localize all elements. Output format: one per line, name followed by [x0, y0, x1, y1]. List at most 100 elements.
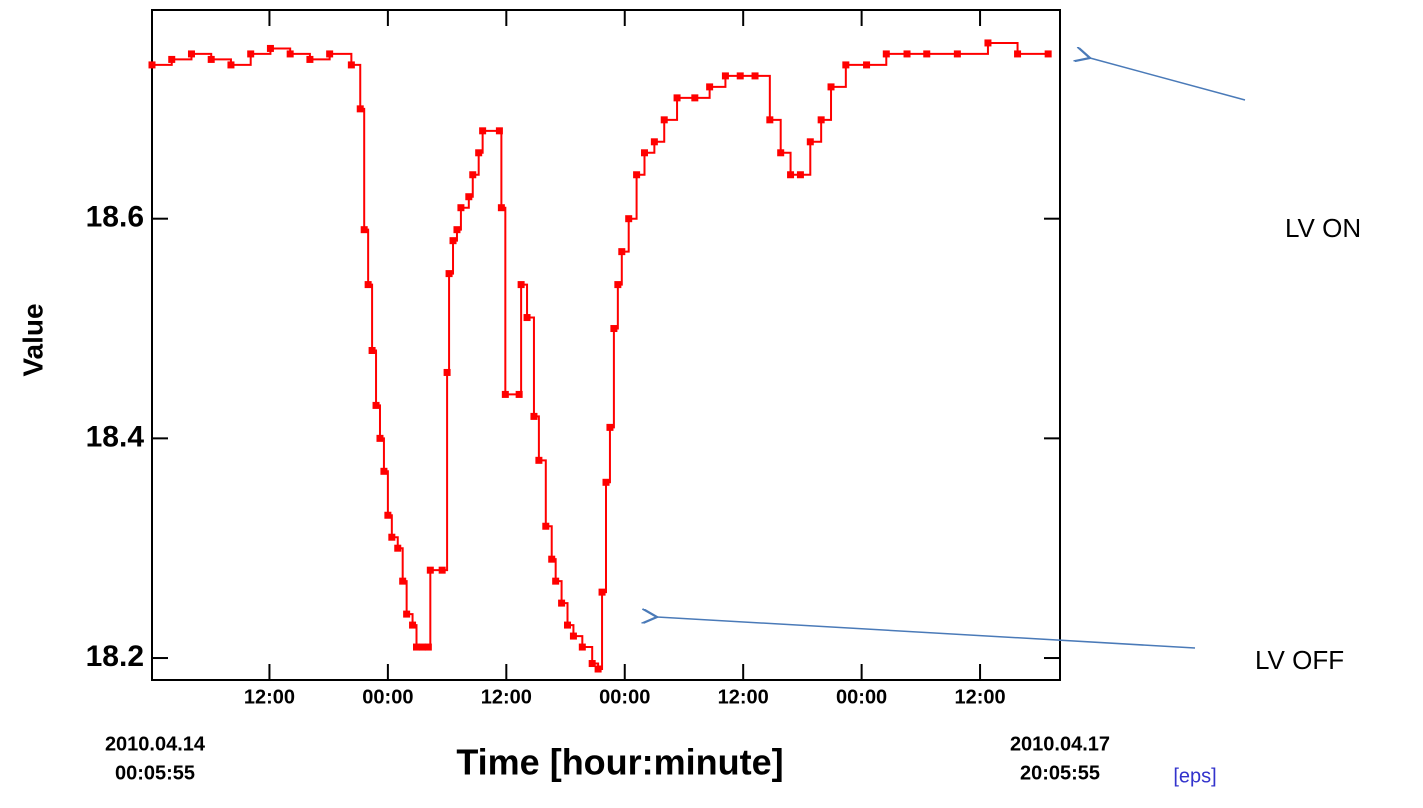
data-point	[751, 72, 759, 80]
data-point	[842, 61, 850, 69]
x-tick-label: 12:00	[244, 686, 295, 708]
data-point	[530, 412, 538, 420]
data-point	[457, 204, 465, 212]
data-point	[424, 643, 432, 651]
data-point	[360, 226, 368, 234]
data-point	[384, 511, 392, 519]
data-point	[569, 632, 577, 640]
data-point	[625, 215, 633, 223]
data-point	[863, 61, 871, 69]
data-point	[721, 72, 729, 80]
data-point	[445, 270, 453, 278]
data-point	[535, 456, 543, 464]
data-point	[380, 467, 388, 475]
data-point	[984, 39, 992, 47]
data-point	[515, 390, 523, 398]
data-point	[1044, 50, 1052, 58]
data-point	[787, 171, 795, 179]
annotation: LV ON	[1285, 213, 1361, 243]
data-point	[409, 621, 417, 629]
x-axis-label: Time [hour:minute]	[456, 742, 783, 783]
data-point	[806, 138, 814, 146]
data-point	[660, 116, 668, 124]
x-tick-label: 12:00	[954, 686, 1005, 708]
x-tick-label: 00:00	[362, 686, 413, 708]
data-point	[650, 138, 658, 146]
data-point	[501, 390, 509, 398]
data-point	[903, 50, 911, 58]
y-tick-label: 18.2	[86, 640, 144, 673]
data-point	[827, 83, 835, 91]
data-point	[1014, 50, 1022, 58]
data-point	[777, 149, 785, 157]
data-point	[640, 149, 648, 157]
data-point	[817, 116, 825, 124]
data-point	[923, 50, 931, 58]
data-point	[247, 50, 255, 58]
data-point	[449, 237, 457, 245]
x-tick-label: 00:00	[599, 686, 650, 708]
x-tick-label: 12:00	[481, 686, 532, 708]
data-point	[479, 127, 487, 135]
data-point	[413, 643, 421, 651]
data-point	[497, 204, 505, 212]
y-tick-label: 18.6	[86, 201, 144, 234]
data-point	[207, 55, 215, 63]
data-point	[606, 423, 614, 431]
data-point	[443, 368, 451, 376]
data-point	[614, 281, 622, 289]
y-tick-label: 18.4	[86, 420, 145, 453]
data-point	[552, 577, 560, 585]
start-time: 00:05:55	[115, 762, 195, 784]
data-point	[517, 281, 525, 289]
data-point	[376, 434, 384, 442]
data-point	[438, 566, 446, 574]
data-point	[465, 193, 473, 201]
x-tick-label: 12:00	[718, 686, 769, 708]
data-point	[766, 116, 774, 124]
data-point	[227, 61, 235, 69]
data-point	[602, 478, 610, 486]
data-point	[610, 325, 618, 333]
data-point	[598, 588, 606, 596]
data-point	[564, 621, 572, 629]
data-point	[168, 55, 176, 63]
x-tick-label: 00:00	[836, 686, 887, 708]
data-point	[388, 533, 396, 541]
annotation-arrow	[657, 617, 1196, 649]
data-point	[372, 401, 380, 409]
data-point	[286, 50, 294, 58]
data-point	[364, 281, 372, 289]
data-point	[426, 566, 434, 574]
data-point	[453, 226, 461, 234]
data-point	[578, 643, 586, 651]
annotation: LV OFF	[1255, 645, 1344, 675]
data-point	[594, 665, 602, 673]
data-point	[588, 660, 596, 668]
end-date: 2010.04.17	[1010, 733, 1110, 755]
data-point	[953, 50, 961, 58]
data-point	[403, 610, 411, 618]
data-point	[523, 314, 531, 322]
data-point	[495, 127, 503, 135]
data-point	[882, 50, 890, 58]
data-point	[326, 50, 334, 58]
data-point	[469, 171, 477, 179]
end-time: 20:05:55	[1020, 762, 1100, 784]
data-point	[736, 72, 744, 80]
data-point	[673, 94, 681, 102]
eps-link[interactable]: [eps]	[1173, 765, 1216, 787]
data-point	[475, 149, 483, 157]
data-point	[399, 577, 407, 585]
data-point	[691, 94, 699, 102]
y-axis-label: Value	[17, 303, 48, 376]
data-point	[148, 61, 156, 69]
data-point	[266, 44, 274, 52]
data-point	[306, 55, 314, 63]
data-point	[187, 50, 195, 58]
data-point	[356, 105, 364, 113]
data-point	[347, 61, 355, 69]
data-point	[548, 555, 556, 563]
data-point	[618, 248, 626, 256]
